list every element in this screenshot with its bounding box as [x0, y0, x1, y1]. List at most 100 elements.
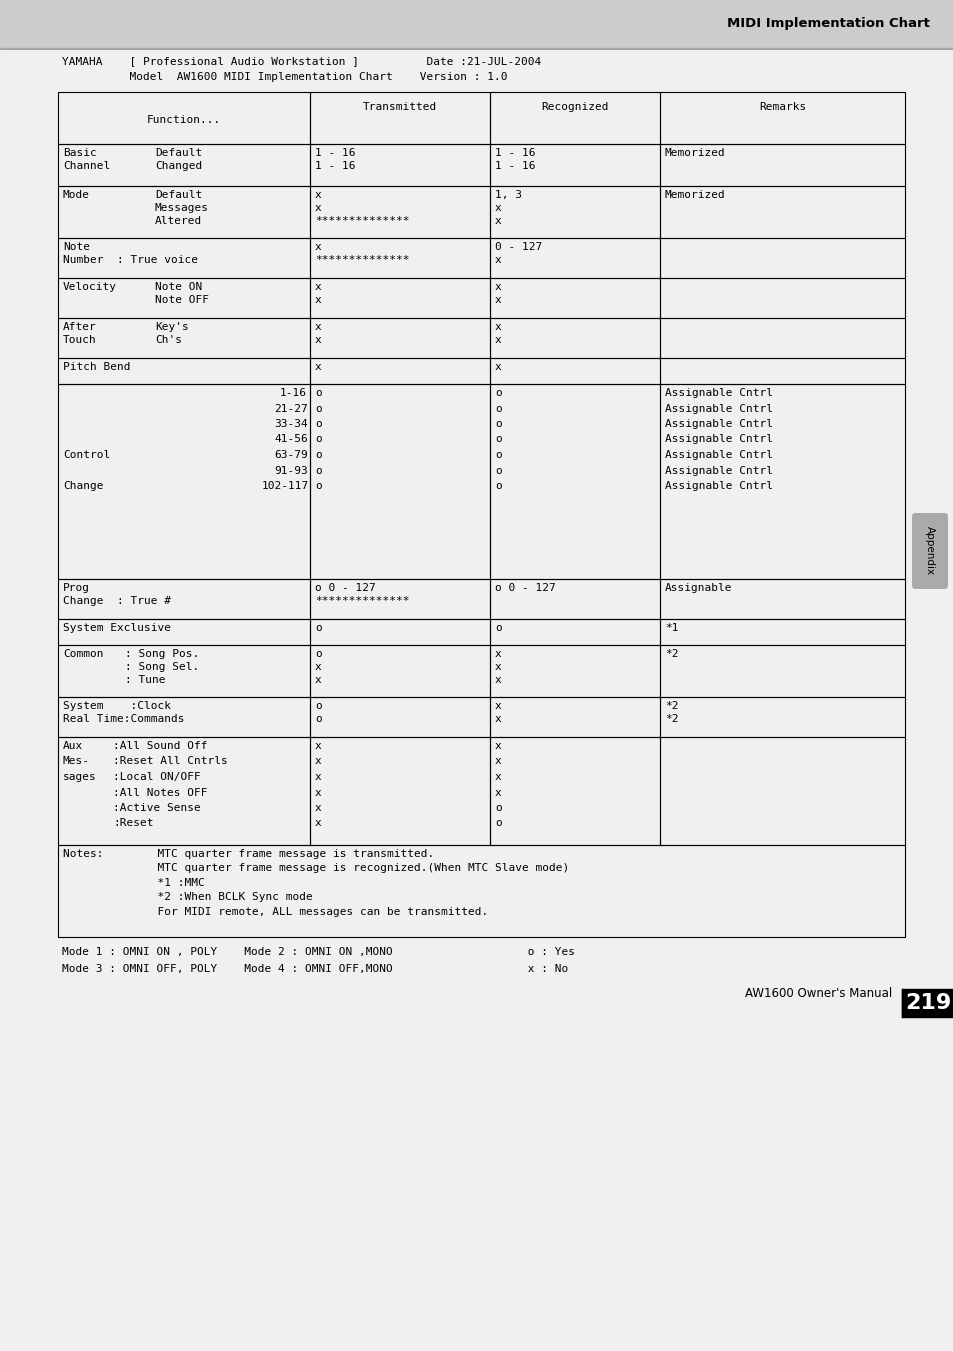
- Text: Memorized: Memorized: [664, 149, 725, 158]
- Text: x: x: [495, 757, 501, 766]
- Bar: [659, 186, 904, 238]
- Text: Prog
Change  : True #: Prog Change : True #: [63, 584, 171, 605]
- Text: sages: sages: [63, 771, 96, 782]
- Bar: [58, 697, 310, 738]
- Text: o
o: o o: [314, 701, 321, 724]
- Bar: [659, 384, 904, 580]
- Text: o: o: [314, 404, 321, 413]
- Bar: [490, 145, 659, 186]
- Text: x
x: x x: [314, 282, 321, 305]
- Text: x: x: [314, 819, 321, 828]
- Text: x: x: [314, 788, 321, 797]
- Text: x: x: [314, 757, 321, 766]
- Text: Note ON
Note OFF: Note ON Note OFF: [154, 282, 209, 305]
- Bar: [659, 738, 904, 844]
- Text: Appendix: Appendix: [924, 527, 934, 576]
- Bar: [659, 278, 904, 317]
- Bar: [58, 619, 310, 644]
- Text: 1 - 16
1 - 16: 1 - 16 1 - 16: [314, 149, 355, 170]
- Bar: [310, 358, 490, 384]
- Text: 63-79: 63-79: [274, 450, 308, 459]
- Bar: [659, 238, 904, 278]
- Text: Function...: Function...: [147, 115, 221, 126]
- Text: x: x: [314, 740, 321, 751]
- Text: Mode 1 : OMNI ON , POLY    Mode 2 : OMNI ON ,MONO                    o : Yes: Mode 1 : OMNI ON , POLY Mode 2 : OMNI ON…: [62, 947, 575, 957]
- Text: Default
Changed: Default Changed: [154, 149, 202, 170]
- Bar: [490, 317, 659, 358]
- Bar: [490, 358, 659, 384]
- Text: Assignable Cntrl: Assignable Cntrl: [664, 466, 772, 476]
- Text: Assignable Cntrl: Assignable Cntrl: [664, 481, 772, 490]
- Text: x: x: [314, 771, 321, 782]
- Text: x: x: [495, 362, 501, 372]
- Text: x: x: [314, 362, 321, 372]
- Text: MIDI Implementation Chart: MIDI Implementation Chart: [726, 18, 929, 31]
- Text: :Active Sense: :Active Sense: [112, 802, 200, 813]
- Text: o 0 - 127
**************: o 0 - 127 **************: [314, 584, 409, 605]
- Bar: [310, 697, 490, 738]
- Bar: [490, 738, 659, 844]
- Text: o: o: [314, 388, 321, 399]
- Bar: [58, 358, 310, 384]
- Text: Assignable Cntrl: Assignable Cntrl: [664, 419, 772, 430]
- Text: o: o: [495, 802, 501, 813]
- Text: AW1600 Owner's Manual: AW1600 Owner's Manual: [744, 988, 891, 1000]
- Text: x: x: [495, 788, 501, 797]
- Text: 33-34: 33-34: [274, 419, 308, 430]
- Text: x: x: [495, 740, 501, 751]
- Text: :All Notes OFF: :All Notes OFF: [112, 788, 208, 797]
- Bar: [310, 238, 490, 278]
- Bar: [901, 989, 953, 1017]
- Text: Notes:        MTC quarter frame message is transmitted.
              MTC quarte: Notes: MTC quarter frame message is tran…: [63, 848, 569, 916]
- Text: *1: *1: [664, 623, 678, 634]
- Text: Assignable: Assignable: [664, 584, 732, 593]
- Text: Memorized: Memorized: [664, 190, 725, 200]
- Text: x
x: x x: [495, 322, 501, 345]
- Text: x: x: [495, 771, 501, 782]
- Text: Recognized: Recognized: [540, 101, 608, 112]
- Bar: [58, 186, 310, 238]
- Text: Assignable Cntrl: Assignable Cntrl: [664, 435, 772, 444]
- Text: Aux: Aux: [63, 740, 83, 751]
- Text: Control: Control: [63, 450, 111, 459]
- Bar: [659, 358, 904, 384]
- Bar: [659, 644, 904, 697]
- Text: Assignable Cntrl: Assignable Cntrl: [664, 404, 772, 413]
- Text: o: o: [495, 388, 501, 399]
- Text: o 0 - 127: o 0 - 127: [495, 584, 556, 593]
- Bar: [310, 278, 490, 317]
- Text: Key's
Ch's: Key's Ch's: [154, 322, 189, 345]
- Bar: [58, 278, 310, 317]
- Text: Change: Change: [63, 481, 103, 490]
- Text: YAMAHA    [ Professional Audio Workstation ]          Date :21-JUL-2004: YAMAHA [ Professional Audio Workstation …: [62, 55, 540, 66]
- Bar: [310, 619, 490, 644]
- Text: x
**************: x **************: [314, 242, 409, 265]
- Text: Velocity: Velocity: [63, 282, 117, 292]
- Text: :Reset All Cntrls: :Reset All Cntrls: [112, 757, 228, 766]
- Text: 21-27: 21-27: [274, 404, 308, 413]
- Bar: [58, 238, 310, 278]
- Text: Common: Common: [63, 648, 103, 659]
- Text: x
x
x: x x x: [495, 648, 501, 685]
- Bar: [490, 619, 659, 644]
- Bar: [58, 145, 310, 186]
- Text: Assignable Cntrl: Assignable Cntrl: [664, 388, 772, 399]
- Text: :All Sound Off: :All Sound Off: [112, 740, 208, 751]
- Text: x
x: x x: [314, 322, 321, 345]
- Text: Transmitted: Transmitted: [362, 101, 436, 112]
- Bar: [490, 644, 659, 697]
- Text: 1-16: 1-16: [280, 388, 307, 399]
- Text: o
x
x: o x x: [314, 648, 321, 685]
- Bar: [659, 92, 904, 145]
- Bar: [490, 384, 659, 580]
- Bar: [58, 644, 310, 697]
- Bar: [490, 278, 659, 317]
- Bar: [310, 186, 490, 238]
- Bar: [0, 0, 953, 49]
- Text: 91-93: 91-93: [274, 466, 308, 476]
- Text: Assignable Cntrl: Assignable Cntrl: [664, 450, 772, 459]
- Text: :Reset: :Reset: [112, 819, 153, 828]
- Text: System    :Clock
Real Time:Commands: System :Clock Real Time:Commands: [63, 701, 184, 724]
- Bar: [310, 317, 490, 358]
- Text: Basic
Channel: Basic Channel: [63, 149, 111, 170]
